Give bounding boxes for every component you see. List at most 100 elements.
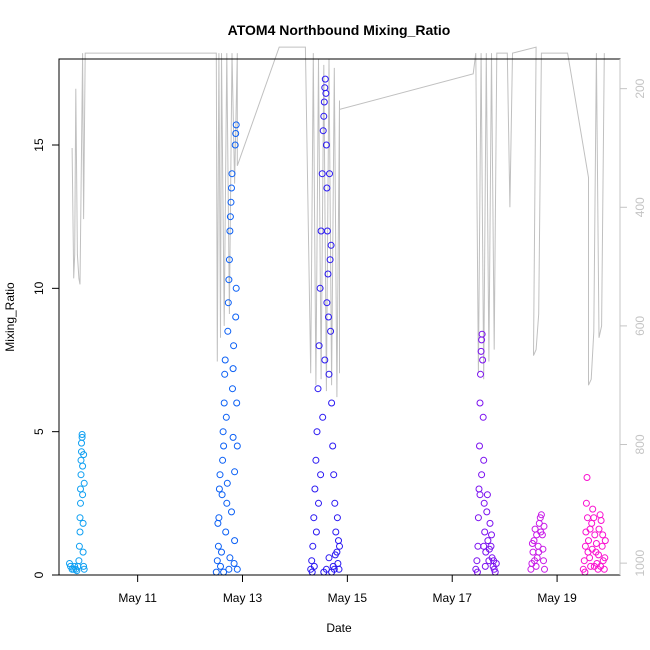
data-point <box>480 456 488 464</box>
x-tick-label: May 13 <box>223 591 263 605</box>
data-point <box>581 542 589 550</box>
data-point <box>80 565 88 573</box>
data-point <box>473 557 481 565</box>
data-point <box>595 525 603 533</box>
series-5 <box>527 511 548 573</box>
data-point <box>329 442 337 450</box>
data-point <box>583 474 591 481</box>
data-point <box>233 399 241 407</box>
data-point <box>595 551 602 559</box>
data-point <box>478 471 486 479</box>
data-point <box>230 560 238 567</box>
data-point <box>580 557 588 565</box>
data-point <box>479 356 487 364</box>
data-point <box>214 519 222 527</box>
data-point <box>228 508 235 516</box>
data-point <box>309 542 317 550</box>
y-tick-label: 10 <box>32 281 46 295</box>
data-point <box>323 227 331 235</box>
data-point <box>589 505 597 513</box>
data-point <box>483 508 491 516</box>
data-point <box>335 537 342 545</box>
data-point <box>477 370 484 378</box>
chart-title: ATOM4 Northbound Mixing_Ratio <box>228 22 451 38</box>
data-point <box>481 562 489 570</box>
data-point <box>225 276 233 284</box>
data-point <box>531 557 538 565</box>
data-point <box>310 514 318 522</box>
data-point <box>582 499 590 507</box>
data-point <box>80 451 88 459</box>
data-point <box>217 562 224 570</box>
pressure-line-layer <box>71 46 605 398</box>
y2-tick-label: 200 <box>633 78 647 98</box>
data-point <box>537 528 545 536</box>
data-point <box>476 442 483 450</box>
data-point <box>601 554 609 562</box>
data-point <box>232 284 240 292</box>
data-point <box>476 399 484 407</box>
data-point <box>223 479 231 487</box>
data-point <box>231 537 239 545</box>
data-point <box>80 562 88 570</box>
data-point <box>232 121 240 129</box>
data-point <box>77 471 85 479</box>
data-point <box>322 565 330 573</box>
data-point <box>79 548 87 556</box>
data-point <box>219 456 227 464</box>
data-point <box>322 141 330 149</box>
data-point <box>318 170 326 178</box>
data-point <box>213 557 221 565</box>
data-point <box>586 525 594 533</box>
data-point <box>314 385 322 393</box>
data-point <box>312 456 320 464</box>
data-point <box>76 528 84 536</box>
data-point <box>481 528 489 536</box>
series-1 <box>66 431 88 575</box>
data-point <box>599 531 607 539</box>
data-point <box>474 514 482 522</box>
data-point <box>232 130 240 137</box>
data-point <box>321 356 329 364</box>
data-point <box>308 557 316 565</box>
data-point <box>229 433 237 441</box>
y-tick-label: 0 <box>32 571 46 578</box>
y2-tick-label: 800 <box>633 434 647 454</box>
data-point <box>228 170 236 178</box>
data-point <box>537 511 545 519</box>
data-point <box>476 491 484 499</box>
data-point <box>591 531 599 539</box>
data-point <box>79 519 87 527</box>
data-point <box>323 299 331 307</box>
data-point <box>327 327 335 335</box>
y-tick-label: 5 <box>32 428 46 435</box>
data-point <box>325 313 332 321</box>
data-point <box>222 413 230 421</box>
data-point <box>325 370 333 378</box>
data-point <box>485 545 493 553</box>
data-point <box>311 485 319 493</box>
x-axis-label: Date <box>326 621 352 635</box>
data-point <box>223 499 231 507</box>
data-point <box>224 299 232 307</box>
data-point <box>585 537 592 545</box>
data-point <box>597 517 605 524</box>
data-point <box>66 560 73 567</box>
data-point <box>227 198 235 206</box>
data-point <box>478 330 486 338</box>
data-point <box>221 356 229 364</box>
data-point <box>588 545 596 553</box>
data-point <box>214 542 222 550</box>
data-point <box>601 537 609 545</box>
x-tick-label: May 15 <box>328 591 368 605</box>
data-point <box>333 514 341 522</box>
data-point <box>321 75 329 83</box>
data-point <box>218 491 226 499</box>
data-point <box>226 227 234 235</box>
x-axis: May 11 May 13 May 15 May 17 May 19 <box>118 574 577 605</box>
data-point <box>231 468 239 476</box>
data-point <box>315 499 322 507</box>
data-point <box>317 471 325 479</box>
data-point <box>233 565 241 573</box>
data-point <box>315 342 323 350</box>
